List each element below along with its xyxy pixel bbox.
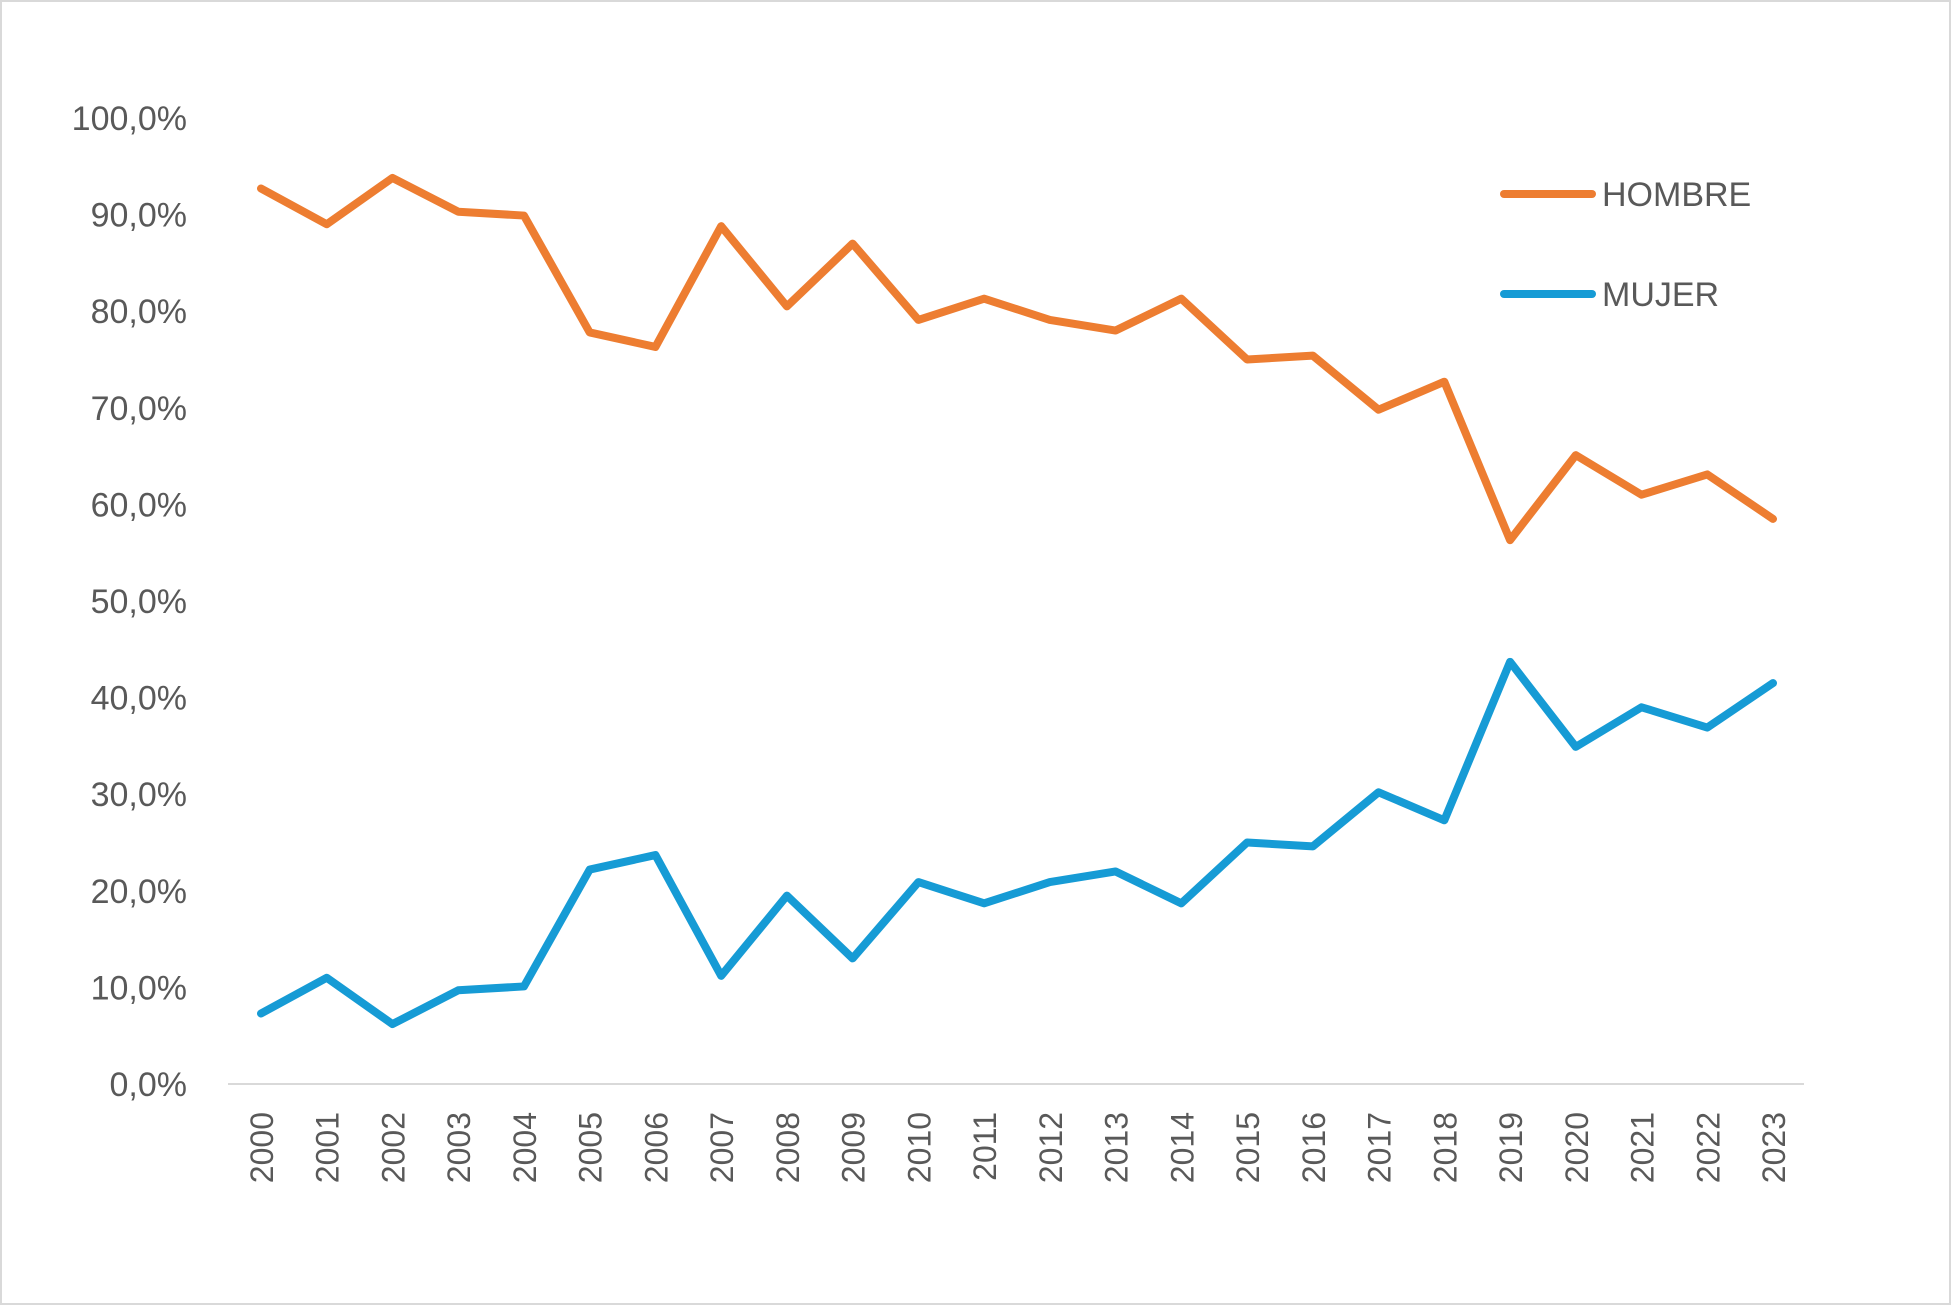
x-tick-label: 2010 [901,1112,937,1183]
x-tick-label: 2007 [704,1112,740,1183]
y-tick-label: 100,0% [72,100,187,138]
x-tick-label: 2018 [1427,1112,1463,1183]
y-tick-label: 60,0% [91,486,187,524]
x-tick-label: 2000 [244,1112,280,1183]
x-axis: 2000 2001 2002 2003 2004 2005 2006 2007 2008 2009… [244,1112,1792,1183]
y-tick-label: 40,0% [91,680,187,718]
x-tick-label: 2022 [1690,1112,1726,1183]
x-tick-label: 2014 [1164,1112,1200,1183]
x-tick-label: 2013 [1099,1112,1135,1183]
legend-label: HOMBRE [1602,176,1751,214]
x-tick-label: 2016 [1296,1112,1332,1183]
series-line-hombre [257,173,1777,545]
y-axis: 0,0% 10,0% 20,0% 30,0% 40,0% 50,0% 60,0% 70,0% 8… [72,100,187,1104]
x-tick-label: 2021 [1625,1112,1661,1183]
y-tick-label: 30,0% [91,776,187,814]
x-tick-label: 2020 [1559,1112,1595,1183]
legend: HOMBRE MUJER [1500,176,1751,314]
x-tick-label: 2004 [507,1112,543,1183]
x-tick-label: 2002 [375,1112,411,1183]
y-tick-label: 90,0% [91,197,187,235]
series-line-mujer [257,657,1777,1029]
x-tick-label: 2009 [836,1112,872,1183]
x-tick-label: 2017 [1362,1112,1398,1183]
y-tick-label: 50,0% [91,583,187,621]
x-tick-label: 2005 [573,1112,609,1183]
x-tick-label: 2019 [1493,1112,1529,1183]
y-tick-label: 0,0% [110,1066,188,1104]
x-tick-label: 2001 [310,1112,346,1183]
x-tick-label: 2006 [638,1112,674,1183]
series-lines [257,173,1777,1029]
y-tick-label: 70,0% [91,390,187,428]
x-tick-label: 2011 [967,1112,1003,1181]
x-tick-label: 2003 [441,1112,477,1183]
y-tick-label: 10,0% [91,969,187,1007]
x-tick-label: 2015 [1230,1112,1266,1183]
y-tick-label: 80,0% [91,293,187,331]
legend-label: MUJER [1602,276,1719,314]
x-tick-label: 2008 [770,1112,806,1183]
y-tick-label: 20,0% [91,873,187,911]
x-tick-label: 2012 [1033,1112,1069,1183]
x-tick-label: 2023 [1756,1112,1792,1183]
